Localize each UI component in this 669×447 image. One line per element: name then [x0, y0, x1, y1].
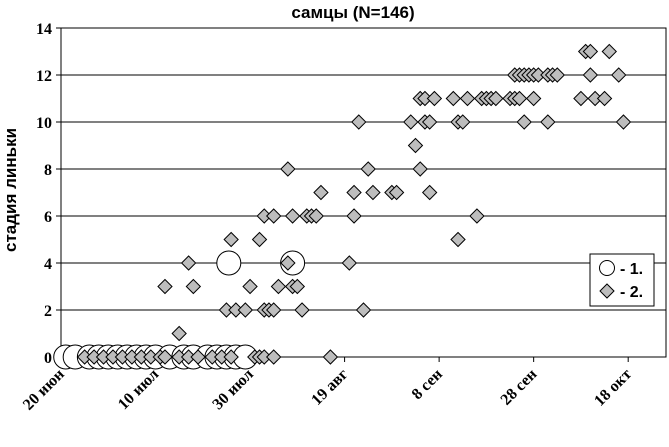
- data-point-diamond: [341, 255, 358, 271]
- data-point-diamond: [157, 349, 173, 365]
- data-point-diamond: [237, 302, 254, 318]
- y-tick-label: 2: [44, 303, 52, 320]
- data-point-diamond: [388, 184, 405, 201]
- data-point-diamond: [157, 278, 173, 295]
- data-point-diamond: [280, 255, 296, 271]
- data-point-diamond: [289, 278, 306, 295]
- data-point-diamond: [180, 255, 197, 271]
- y-tick-label: 4: [44, 256, 52, 273]
- chart-title: самцы (N=146): [291, 3, 414, 22]
- data-point-diamond: [251, 231, 268, 248]
- data-point-diamond: [346, 184, 362, 201]
- data-point-diamond: [351, 114, 367, 130]
- x-tick-label: 28 сен: [498, 366, 541, 409]
- data-point-diamond: [511, 90, 528, 107]
- data-point-diamond: [403, 114, 419, 130]
- data-point-diamond: [516, 114, 532, 130]
- data-point-diamond: [540, 114, 556, 130]
- data-point-circle: [216, 250, 242, 276]
- x-tick-label: 8 сен: [409, 366, 446, 403]
- x-tick-label: 19 авг: [308, 366, 351, 409]
- x-tick-label: 30 июл: [209, 366, 256, 413]
- legend-label-1: - 1.: [620, 261, 643, 278]
- data-point-diamond: [611, 67, 627, 83]
- gridlines: [61, 74, 666, 311]
- data-point-diamond: [573, 90, 589, 107]
- data-point-diamond: [322, 349, 339, 365]
- data-point-diamond: [313, 184, 329, 201]
- x-tick-label: 20 июн: [20, 366, 68, 414]
- data-point-diamond: [265, 302, 282, 318]
- data-point-diamond: [365, 184, 381, 201]
- data-point-diamond: [488, 90, 504, 107]
- data-point-diamond: [450, 231, 466, 248]
- data-point-diamond: [242, 278, 258, 295]
- data-point-diamond: [284, 208, 301, 224]
- data-point-diamond: [270, 278, 287, 295]
- legend-marker-circle: [599, 260, 615, 276]
- data-point-diamond: [469, 208, 485, 224]
- legend-marker-diamond: [599, 283, 615, 299]
- data-point-diamond: [171, 325, 187, 342]
- data-point-diamond: [294, 302, 310, 318]
- data-point-diamond: [185, 278, 202, 295]
- legend-box: [589, 253, 655, 307]
- data-point-diamond: [455, 114, 471, 130]
- data-point-diamond: [346, 208, 362, 224]
- data-point-diamond: [223, 231, 239, 248]
- y-tick-label: 14: [36, 21, 52, 38]
- data-point-diamond: [426, 90, 443, 107]
- plot-area-frame: [60, 27, 667, 358]
- data-point-diamond: [601, 43, 617, 60]
- y-axis-label: стадия линьки: [1, 128, 20, 252]
- legend: - 1. - 2.: [589, 253, 655, 307]
- data-point-diamond: [223, 349, 239, 365]
- y-tick-label: 12: [36, 68, 52, 85]
- data-point-diamond: [407, 137, 424, 154]
- y-tick-label: 0: [44, 350, 52, 367]
- data-point-diamond: [308, 208, 324, 224]
- data-point-diamond: [582, 67, 599, 83]
- data-point-diamond: [525, 90, 542, 107]
- y-axis-ticks: 0 2 4 6 8 10 12 14: [36, 21, 61, 367]
- data-point-diamond: [445, 90, 462, 107]
- data-point-diamond: [190, 349, 206, 365]
- data-point-diamond: [265, 208, 282, 224]
- data-point-diamond: [549, 67, 565, 83]
- x-tick-label: 10 июл: [115, 366, 162, 413]
- data-point-diamond: [265, 349, 282, 365]
- data-point-diamond: [582, 43, 599, 60]
- y-tick-label: 8: [44, 162, 52, 179]
- data-point-diamond: [280, 161, 296, 177]
- data-point-diamond: [421, 184, 438, 201]
- data-point-diamond: [421, 114, 438, 130]
- data-point-diamond: [459, 90, 476, 107]
- data-point-diamond: [615, 114, 632, 130]
- x-tick-label: 18 окт: [591, 366, 635, 410]
- data-points: [53, 43, 632, 370]
- data-point-diamond: [360, 161, 376, 177]
- data-point-diamond: [596, 90, 613, 107]
- legend-label-2: - 2.: [620, 284, 643, 301]
- data-point-diamond: [355, 302, 372, 318]
- y-tick-label: 6: [44, 209, 52, 226]
- data-point-diamond: [412, 161, 428, 177]
- y-tick-label: 10: [36, 115, 52, 132]
